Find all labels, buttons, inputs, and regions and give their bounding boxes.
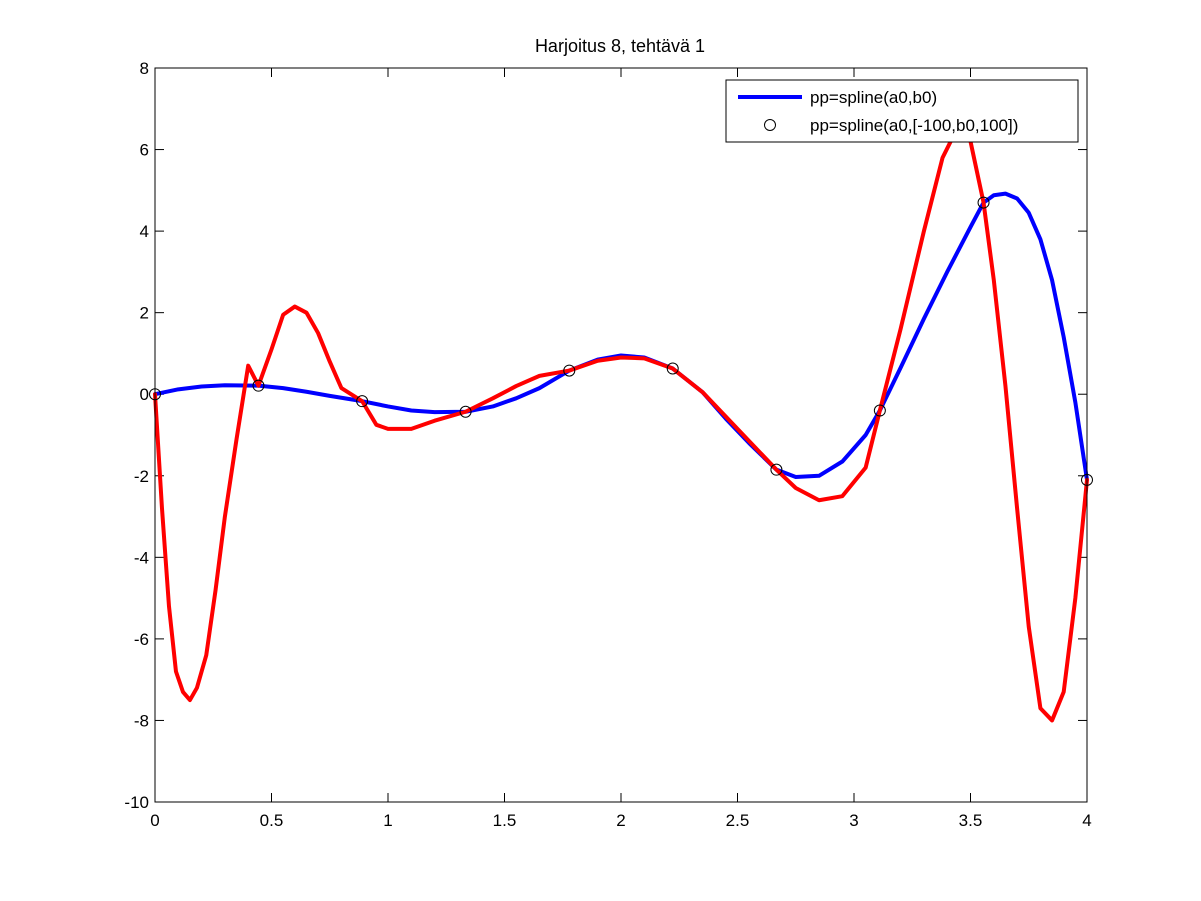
y-tick-label: -6 [134, 630, 149, 649]
x-tick-label: 2 [616, 811, 625, 830]
data-point-marker [356, 395, 369, 408]
y-tick-label: -4 [134, 548, 149, 567]
x-tick-label: 0 [150, 811, 159, 830]
data-point-marker [873, 404, 886, 417]
y-tick-label: 8 [140, 59, 149, 78]
x-tick-label: 0.5 [260, 811, 284, 830]
x-tick-label: 2.5 [726, 811, 750, 830]
y-tick-label: 4 [140, 222, 149, 241]
x-tick-label: 1.5 [493, 811, 517, 830]
y-tick-label: -10 [124, 793, 149, 812]
legend-marker-sample [764, 119, 776, 131]
x-axis: 0 0.5 1 1.5 2 2.5 3 3.5 4 [150, 68, 1092, 830]
y-axis: -10 -8 -6 -4 -2 0 2 4 6 8 [124, 59, 1087, 812]
y-tick-label: -2 [134, 467, 149, 486]
y-tick-label: -8 [134, 711, 149, 730]
legend-entry-blue-spline: pp=spline(a0,b0) [810, 88, 937, 107]
x-tick-label: 3 [849, 811, 858, 830]
x-tick-label: 3.5 [959, 811, 983, 830]
data-point-marker [770, 463, 783, 476]
data-point-marker [666, 362, 679, 375]
x-tick-label: 1 [383, 811, 392, 830]
axes-box [154, 67, 1088, 803]
data-point-marker [252, 379, 265, 392]
data-point-marker [563, 364, 576, 377]
series-line-clamped-spline [153, 123, 1089, 723]
data-point-marker [459, 405, 472, 418]
x-tick-label: 4 [1082, 811, 1091, 830]
chart-title: Harjoitus 8, tehtävä 1 [535, 36, 705, 56]
y-tick-label: 6 [140, 141, 149, 160]
legend: pp=spline(a0,b0) pp=spline(a0,[-100,b0,1… [725, 79, 1079, 143]
data-point-marker [977, 196, 990, 209]
y-tick-label: 0 [140, 385, 149, 404]
legend-box [725, 79, 1079, 143]
y-tick-label: 2 [140, 304, 149, 323]
legend-entry-clamped-spline: pp=spline(a0,[-100,b0,100]) [810, 116, 1018, 135]
